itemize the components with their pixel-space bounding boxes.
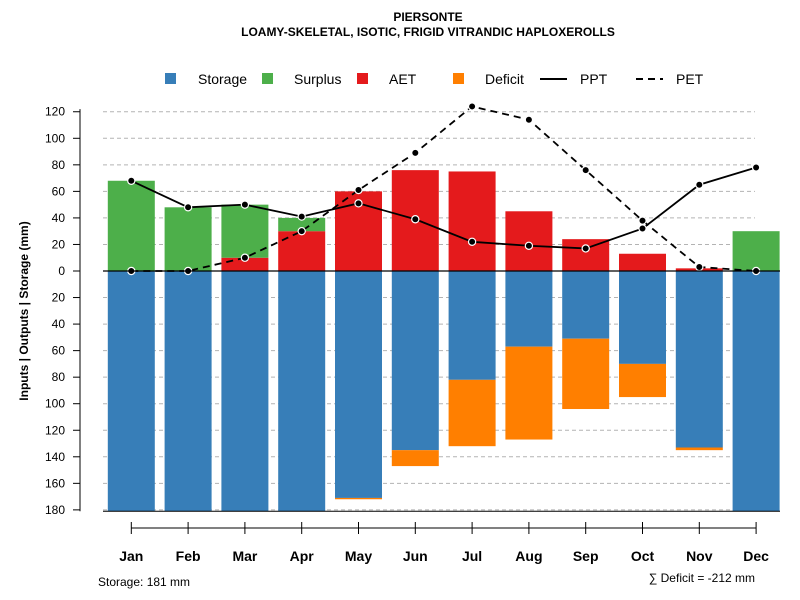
y-tick-label: 120 — [45, 105, 65, 119]
surplus-bar — [164, 207, 212, 271]
pet-point — [638, 216, 647, 225]
legend-label: PET — [676, 71, 704, 87]
y-tick-label: 60 — [52, 344, 66, 358]
y-tick-label: 40 — [52, 317, 66, 331]
legend-swatch — [262, 73, 273, 84]
x-tick-label: Apr — [290, 548, 315, 564]
ppt-point — [411, 215, 420, 224]
x-tick-label: Mar — [232, 548, 257, 564]
ppt-point — [354, 199, 363, 208]
ppt-point — [695, 180, 704, 189]
ppt-point — [467, 237, 477, 247]
surplus-bar — [278, 217, 326, 232]
pet-point — [354, 185, 363, 195]
surplus-bar — [221, 204, 269, 258]
legend-label: Storage — [198, 71, 247, 87]
x-tick-label: Oct — [631, 548, 655, 564]
pet-point — [411, 148, 420, 158]
x-tick-label: Dec — [743, 548, 769, 564]
x-tick-label: Jan — [119, 548, 143, 564]
legend-swatch — [357, 73, 368, 84]
ppt-line — [130, 166, 757, 250]
aet-bar — [562, 239, 610, 271]
surplus-bar — [107, 180, 155, 271]
bars — [107, 170, 780, 512]
legend-swatch — [453, 73, 464, 84]
storage-bar — [221, 271, 269, 512]
y-tick-label: 140 — [45, 450, 65, 464]
x-tick-label: Jun — [403, 548, 428, 564]
legend-label: PPT — [580, 71, 608, 87]
legend-label: AET — [389, 71, 417, 87]
y-tick-label: 100 — [45, 397, 65, 411]
storage-bar — [675, 271, 723, 448]
legend-swatch — [165, 73, 176, 84]
y-tick-label: 40 — [52, 211, 66, 225]
ppt-point — [297, 212, 306, 221]
y-tick-label: 0 — [58, 264, 65, 278]
storage-bar — [391, 271, 439, 451]
deficit-bar — [619, 363, 666, 398]
pet-point — [581, 165, 590, 175]
legend: Storage Surplus AET Deficit PPT PET — [165, 71, 704, 87]
surplus-bar — [732, 231, 780, 271]
ppt-point — [751, 163, 761, 172]
pet-point — [524, 115, 534, 124]
pet-point — [297, 226, 306, 236]
x-tick-label: Sep — [573, 548, 599, 564]
storage-bar — [619, 271, 666, 364]
storage-bar — [562, 271, 610, 339]
aet-bar — [278, 231, 326, 271]
deficit-bar — [505, 346, 553, 440]
storage-bar — [732, 271, 780, 512]
aet-bar — [619, 253, 666, 271]
ppt-point — [240, 200, 250, 209]
pet-point — [695, 262, 704, 272]
deficit-note: ∑ Deficit = -212 mm — [649, 571, 755, 585]
x-tick-label: Aug — [515, 548, 542, 564]
storage-note: Storage: 181 mm — [98, 575, 190, 589]
y-tick-label: 20 — [52, 237, 66, 251]
ppt-point — [127, 176, 136, 185]
axes: 120 100 80 60 40 20 0 20 40 60 80 100 120 140 160 180 Ja… — [45, 105, 780, 564]
y-axis-label: Inputs | Outputs | Storage (mm) — [17, 221, 31, 400]
pet-line — [131, 105, 757, 272]
y-tick-label: 80 — [52, 158, 66, 172]
ppt-point — [183, 203, 193, 212]
x-tick-label: Jul — [462, 548, 482, 564]
y-tick-label: 20 — [52, 291, 66, 305]
pet-point — [240, 253, 250, 262]
storage-bar — [448, 271, 496, 380]
y-tick-label: 100 — [45, 131, 65, 145]
x-tick-label: Nov — [686, 548, 713, 564]
storage-bar — [505, 271, 553, 347]
deficit-bar — [335, 497, 382, 500]
x-tick-label: May — [345, 548, 372, 564]
storage-bar — [278, 271, 326, 512]
pet-point — [467, 102, 477, 111]
deficit-bar — [562, 338, 610, 410]
legend-label: Surplus — [294, 71, 341, 87]
storage-bar — [164, 271, 212, 512]
y-tick-label: 60 — [52, 184, 66, 198]
x-tick-label: Feb — [176, 548, 201, 564]
legend-label: Deficit — [485, 71, 524, 87]
chart-subtitle: LOAMY-SKELETAL, ISOTIC, FRIGID VITRANDIC… — [241, 25, 615, 39]
chart-title: PIERSONTE — [393, 10, 462, 24]
y-tick-label: 160 — [45, 476, 65, 490]
ppt-point — [524, 241, 534, 250]
storage-bar — [107, 271, 155, 512]
aet-bar — [505, 211, 553, 271]
ppt-point — [581, 244, 590, 253]
deficit-bar — [448, 379, 496, 447]
storage-bar — [335, 271, 382, 498]
ppt-point — [638, 224, 647, 233]
y-tick-label: 80 — [52, 370, 66, 384]
deficit-bar — [675, 447, 723, 451]
y-tick-label: 180 — [45, 503, 65, 517]
aet-bar — [448, 171, 496, 271]
deficit-bar — [391, 450, 439, 467]
y-tick-label: 120 — [45, 423, 65, 437]
